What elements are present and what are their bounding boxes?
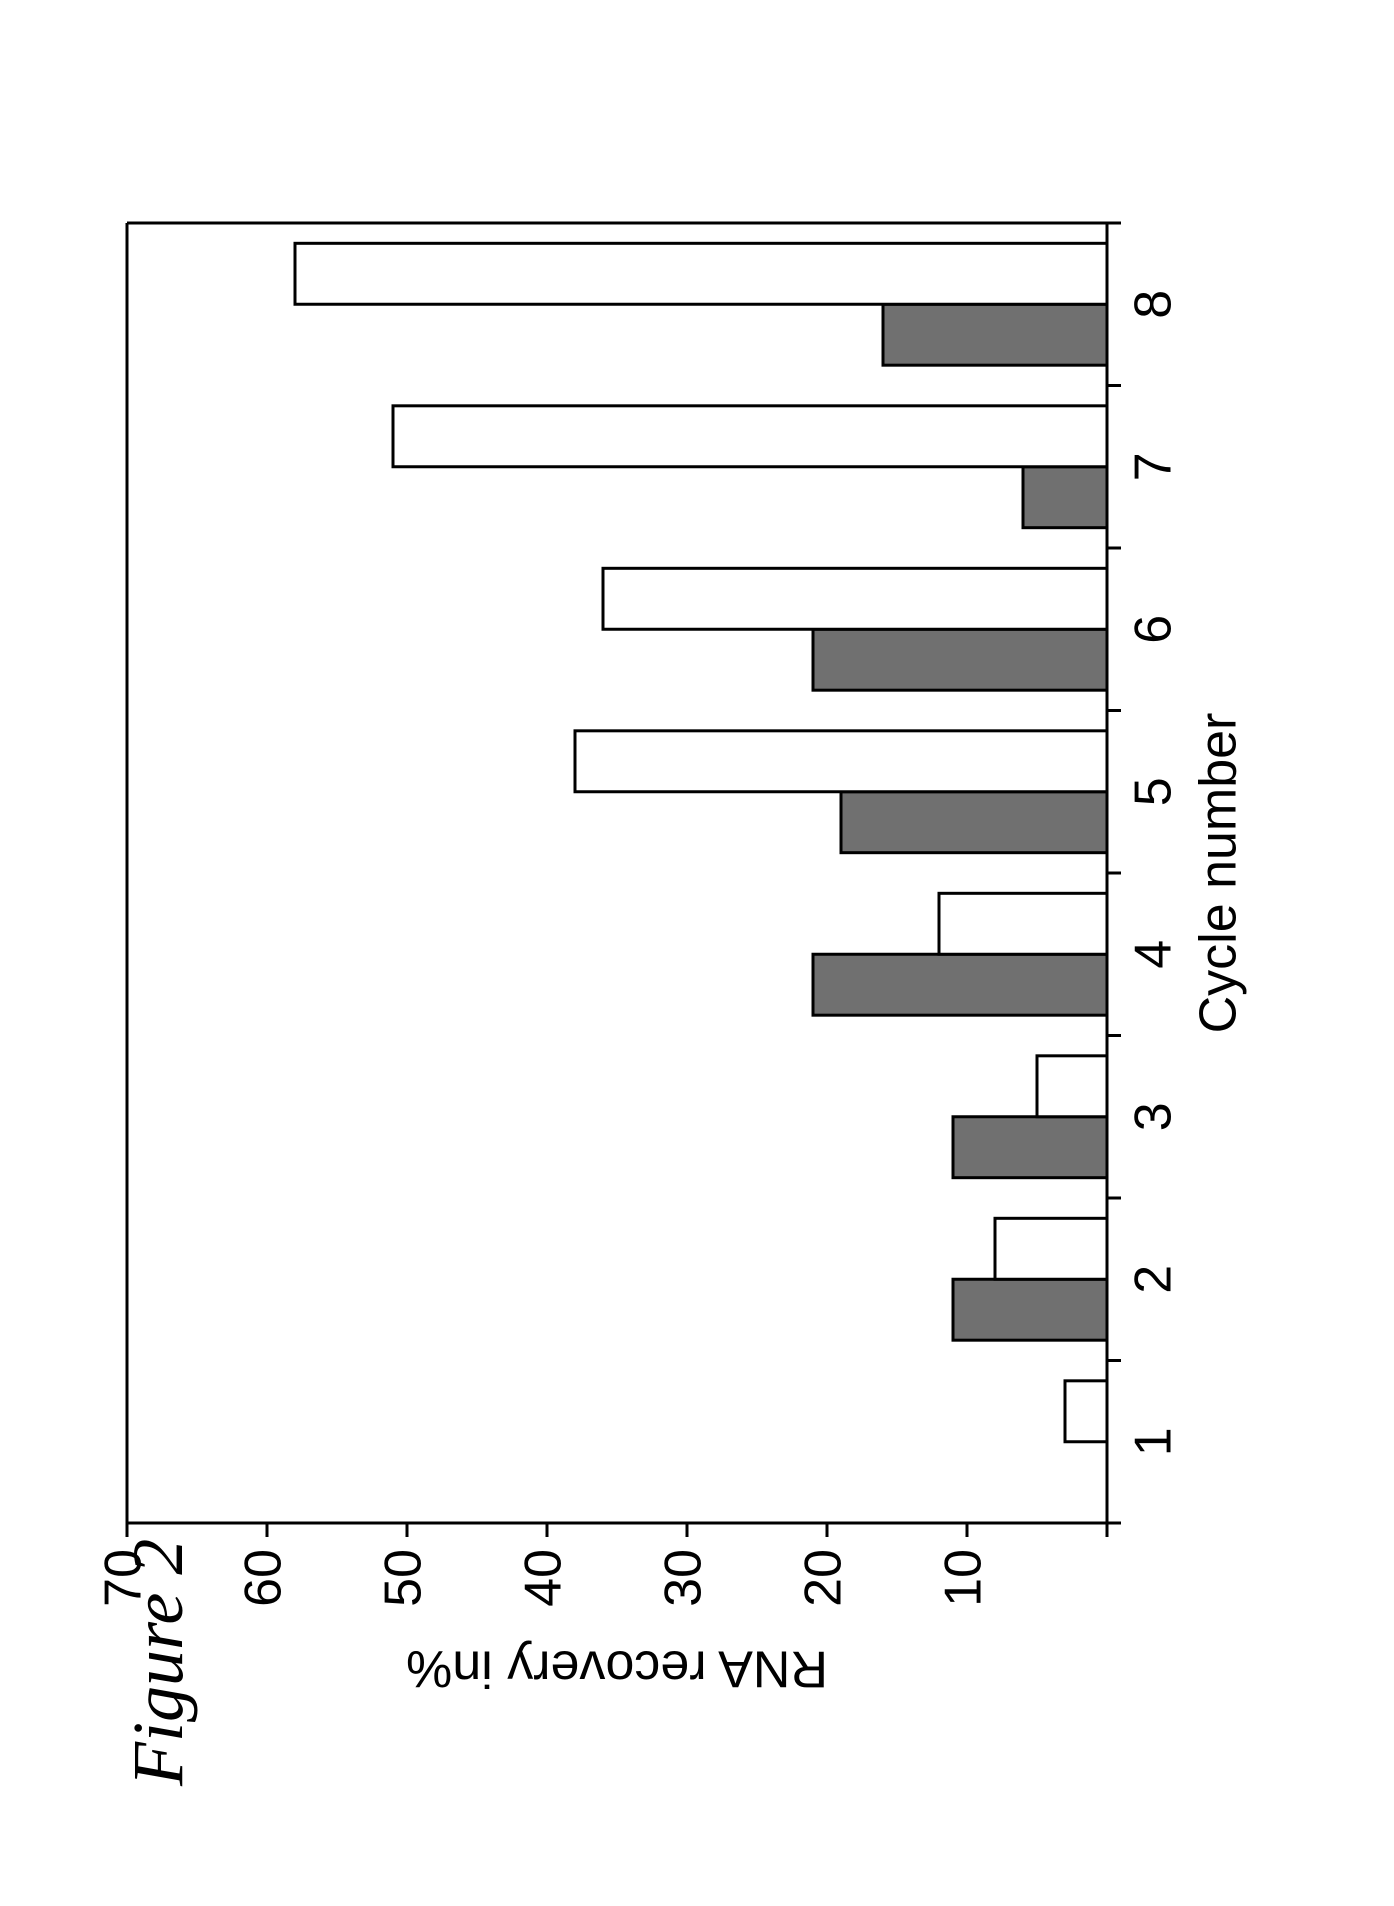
y-tick-label: 40 xyxy=(515,1549,573,1607)
x-tick-label: 5 xyxy=(1124,777,1182,806)
x-tick-label: 7 xyxy=(1124,452,1182,481)
bar xyxy=(883,304,1107,365)
y-axis-label: RNA recovery in% xyxy=(406,1639,828,1697)
bar xyxy=(1023,467,1107,528)
y-tick-label: 50 xyxy=(375,1549,433,1607)
bar xyxy=(813,954,1107,1015)
bar xyxy=(1037,1056,1107,1117)
y-tick-label: 60 xyxy=(235,1549,293,1607)
y-tick-label: 20 xyxy=(795,1549,853,1607)
bar xyxy=(813,629,1107,690)
bar xyxy=(939,893,1107,954)
chart-container: 1020304050607012345678Cycle numberRNA re… xyxy=(87,183,1307,1723)
bar xyxy=(393,406,1107,467)
bar xyxy=(841,792,1107,853)
x-tick-label: 6 xyxy=(1124,615,1182,644)
y-tick-label: 30 xyxy=(655,1549,713,1607)
bar xyxy=(953,1279,1107,1340)
figure-caption: Figure 2 xyxy=(117,1539,200,1786)
x-axis-label: Cycle number xyxy=(1189,713,1247,1034)
page: 1020304050607012345678Cycle numberRNA re… xyxy=(0,0,1394,1906)
bar-chart: 1020304050607012345678Cycle numberRNA re… xyxy=(87,183,1307,1723)
x-tick-label: 3 xyxy=(1124,1102,1182,1131)
bar xyxy=(575,731,1107,792)
y-tick-label: 10 xyxy=(935,1549,993,1607)
x-tick-label: 8 xyxy=(1124,290,1182,319)
bar xyxy=(995,1218,1107,1279)
bar xyxy=(1065,1381,1107,1442)
bar xyxy=(953,1117,1107,1178)
x-tick-label: 2 xyxy=(1124,1265,1182,1294)
bar xyxy=(603,568,1107,629)
x-tick-label: 1 xyxy=(1124,1427,1182,1456)
x-tick-label: 4 xyxy=(1124,940,1182,969)
bar xyxy=(295,243,1107,304)
